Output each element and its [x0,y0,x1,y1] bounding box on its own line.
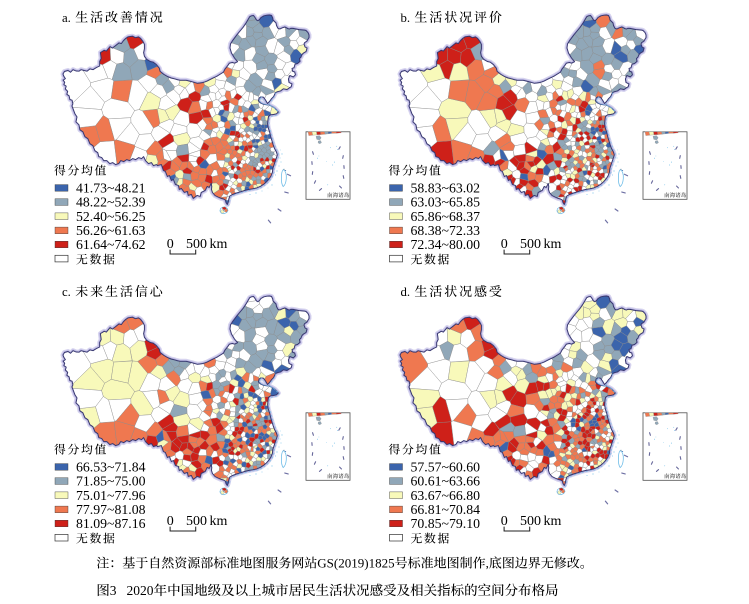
svg-text:d.: d. [401,285,411,299]
svg-text:0: 0 [167,514,174,529]
svg-text:0: 0 [501,514,508,529]
svg-text:66.53~71.84: 66.53~71.84 [76,460,146,475]
svg-text:81.09~87.16: 81.09~87.16 [76,516,146,531]
svg-text:GS(2019)1825: GS(2019)1825 [317,556,394,571]
svg-text:57.57~60.60: 57.57~60.60 [411,460,481,475]
svg-text:56.26~61.63: 56.26~61.63 [76,223,146,238]
svg-text:km: km [210,237,228,252]
svg-text:b.: b. [401,11,411,25]
svg-text:71.85~75.00: 71.85~75.00 [76,474,146,489]
svg-text:a.: a. [62,11,71,25]
svg-text:65.86~68.37: 65.86~68.37 [411,209,481,224]
svg-text:63.03~65.85: 63.03~65.85 [411,195,481,210]
svg-text:km: km [210,514,228,529]
svg-text:500: 500 [520,237,541,252]
svg-text:66.81~70.84: 66.81~70.84 [411,502,481,517]
svg-text:75.01~77.96: 75.01~77.96 [76,488,146,503]
svg-text:0: 0 [501,237,508,252]
svg-text:km: km [544,514,562,529]
svg-text:70.85~79.10: 70.85~79.10 [411,516,481,531]
svg-text:,: , [486,556,489,571]
svg-text:72.34~80.00: 72.34~80.00 [411,237,481,252]
svg-text:68.38~72.33: 68.38~72.33 [411,223,481,238]
svg-text:52.40~56.25: 52.40~56.25 [76,209,146,224]
svg-text:60.61~63.66: 60.61~63.66 [411,474,481,489]
svg-text:61.64~74.62: 61.64~74.62 [76,237,146,252]
svg-text:63.67~66.80: 63.67~66.80 [411,488,481,503]
svg-text:km: km [544,237,562,252]
svg-text:2020: 2020 [127,583,154,598]
svg-text:3: 3 [110,583,117,598]
svg-text:48.22~52.39: 48.22~52.39 [76,195,146,210]
svg-text:0: 0 [167,237,174,252]
svg-text:500: 500 [186,237,207,252]
svg-text:77.97~81.08: 77.97~81.08 [76,502,146,517]
svg-text:500: 500 [520,514,541,529]
svg-text:c.: c. [62,285,71,299]
svg-text:41.73~48.21: 41.73~48.21 [76,181,146,196]
svg-text:500: 500 [186,514,207,529]
svg-text:58.83~63.02: 58.83~63.02 [411,181,481,196]
